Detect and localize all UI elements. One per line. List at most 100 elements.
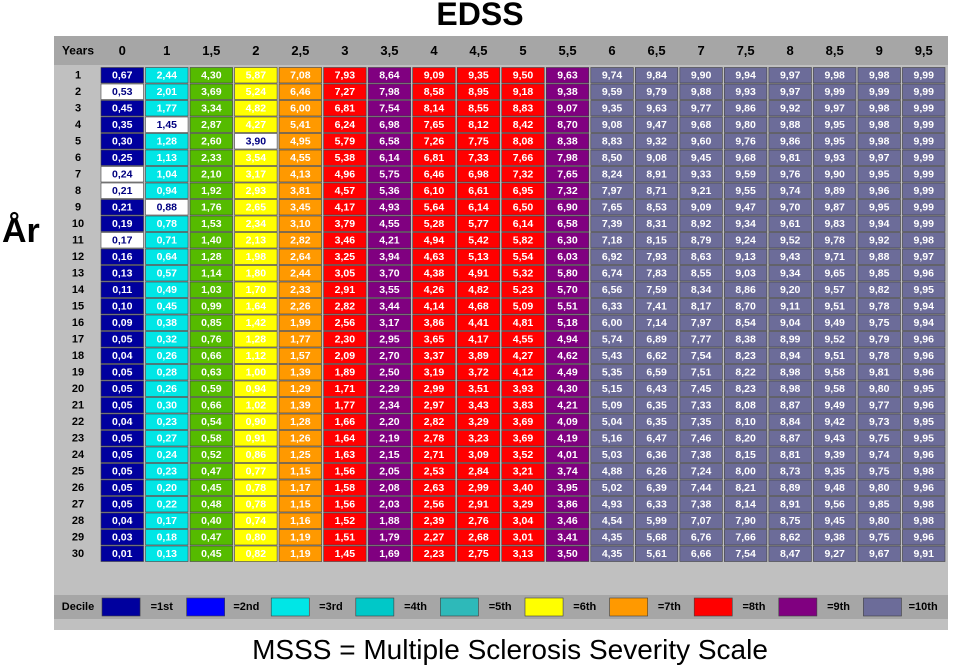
heat-cell	[278, 529, 322, 546]
heat-cell	[234, 512, 278, 529]
heat-cell	[234, 397, 278, 414]
cell-value: 9,49	[824, 317, 845, 329]
heat-cell	[100, 133, 144, 150]
heat-cell	[768, 265, 812, 282]
legend-label: Decile	[62, 601, 94, 613]
cell-value: 4,68	[468, 300, 489, 312]
cell-value: 8,53	[646, 201, 667, 213]
cell-value: 3,51	[468, 383, 489, 395]
cell-value: 2,71	[424, 449, 445, 461]
heat-cell	[813, 182, 857, 199]
heat-cell	[635, 232, 679, 249]
cell-value: 0,49	[157, 284, 178, 296]
heat-cell	[234, 248, 278, 265]
cell-value: 8,10	[735, 416, 756, 428]
legend-entry: =1st	[151, 601, 174, 613]
heat-cell	[189, 529, 233, 546]
heat-cell	[902, 166, 946, 183]
heat-cell	[857, 133, 901, 150]
heat-cell	[813, 199, 857, 216]
cell-value: 3,43	[468, 399, 489, 411]
cell-value: 2,91	[468, 498, 489, 510]
cell-value: 9,98	[914, 498, 935, 510]
cell-value: 0,66	[201, 350, 222, 362]
cell-value: 9,94	[735, 69, 756, 81]
cell-value: 5,02	[602, 482, 623, 494]
cell-value: 9,73	[869, 416, 890, 428]
cell-value: 8,91	[646, 168, 667, 180]
heat-cell	[501, 331, 545, 348]
heat-cell	[635, 248, 679, 265]
cell-value: 1,70	[246, 284, 267, 296]
cell-value: 1,52	[335, 515, 356, 527]
cell-value: 2,70	[379, 350, 400, 362]
heat-cell	[635, 116, 679, 133]
cell-value: 8,38	[735, 333, 756, 345]
cell-value: 2,30	[335, 333, 356, 345]
cell-value: 9,76	[735, 135, 756, 147]
heat-cell	[234, 545, 278, 562]
heat-cell	[234, 67, 278, 84]
cell-value: 8,83	[513, 102, 534, 114]
cell-value: 0,26	[157, 350, 178, 362]
cell-value: 9,88	[691, 86, 712, 98]
cell-value: 6,30	[557, 234, 578, 246]
cell-value: 8,94	[780, 350, 801, 362]
heat-cell	[545, 430, 590, 447]
cell-value: 8,86	[735, 284, 756, 296]
cell-value: 4,38	[424, 267, 445, 279]
cell-value: 8,54	[735, 317, 756, 329]
heat-cell	[590, 232, 634, 249]
heat-cell	[189, 67, 233, 84]
cell-value: 9,83	[824, 218, 845, 230]
cell-value: 8,98	[780, 383, 801, 395]
cell-value: 8,23	[735, 383, 756, 395]
cell-value: 9,99	[824, 86, 845, 98]
cell-value: 2,87	[201, 119, 222, 131]
cell-value: 2,82	[335, 300, 356, 312]
heat-cell	[590, 545, 634, 562]
heat-cell	[635, 479, 679, 496]
cell-value: 3,69	[513, 416, 534, 428]
heat-cell	[590, 331, 634, 348]
heat-cell	[323, 166, 367, 183]
heat-cell	[100, 83, 144, 100]
heat-cell	[813, 545, 857, 562]
cell-value: 1,56	[335, 465, 356, 477]
heat-cell	[857, 529, 901, 546]
cell-value: 0,78	[246, 482, 267, 494]
cell-value: 2,82	[424, 416, 445, 428]
cell-value: 9,97	[824, 102, 845, 114]
cell-value: 8,87	[780, 432, 801, 444]
heat-cell	[323, 100, 367, 117]
heat-cell	[412, 100, 456, 117]
heat-cell	[412, 116, 456, 133]
cell-value: 2,63	[424, 482, 445, 494]
cell-value: 3,17	[379, 317, 400, 329]
heat-cell	[813, 463, 857, 480]
heat-cell	[145, 314, 189, 331]
heat-cell	[724, 298, 768, 315]
cell-value: 7,77	[691, 333, 712, 345]
cell-value: 2,56	[335, 317, 356, 329]
cell-value: 9,51	[824, 300, 845, 312]
cell-value: 3,46	[335, 234, 356, 246]
cell-value: 1,89	[335, 366, 356, 378]
row-label: 30	[72, 548, 84, 560]
cell-value: 6,26	[646, 465, 667, 477]
cell-value: 3,52	[513, 449, 534, 461]
cell-value: 9,79	[646, 86, 667, 98]
cell-value: 8,70	[557, 119, 578, 131]
heat-cell	[813, 83, 857, 100]
cell-value: 6,81	[335, 102, 356, 114]
heat-cell	[456, 67, 501, 84]
heat-cell	[724, 83, 768, 100]
heat-cell	[189, 314, 233, 331]
cell-value: 9,91	[914, 548, 935, 560]
legend-swatch	[693, 597, 733, 617]
cell-value: 9,99	[914, 86, 935, 98]
heat-cell	[100, 215, 144, 232]
heat-cell	[456, 446, 501, 463]
heat-cell	[189, 380, 233, 397]
cell-value: 8,79	[691, 234, 712, 246]
